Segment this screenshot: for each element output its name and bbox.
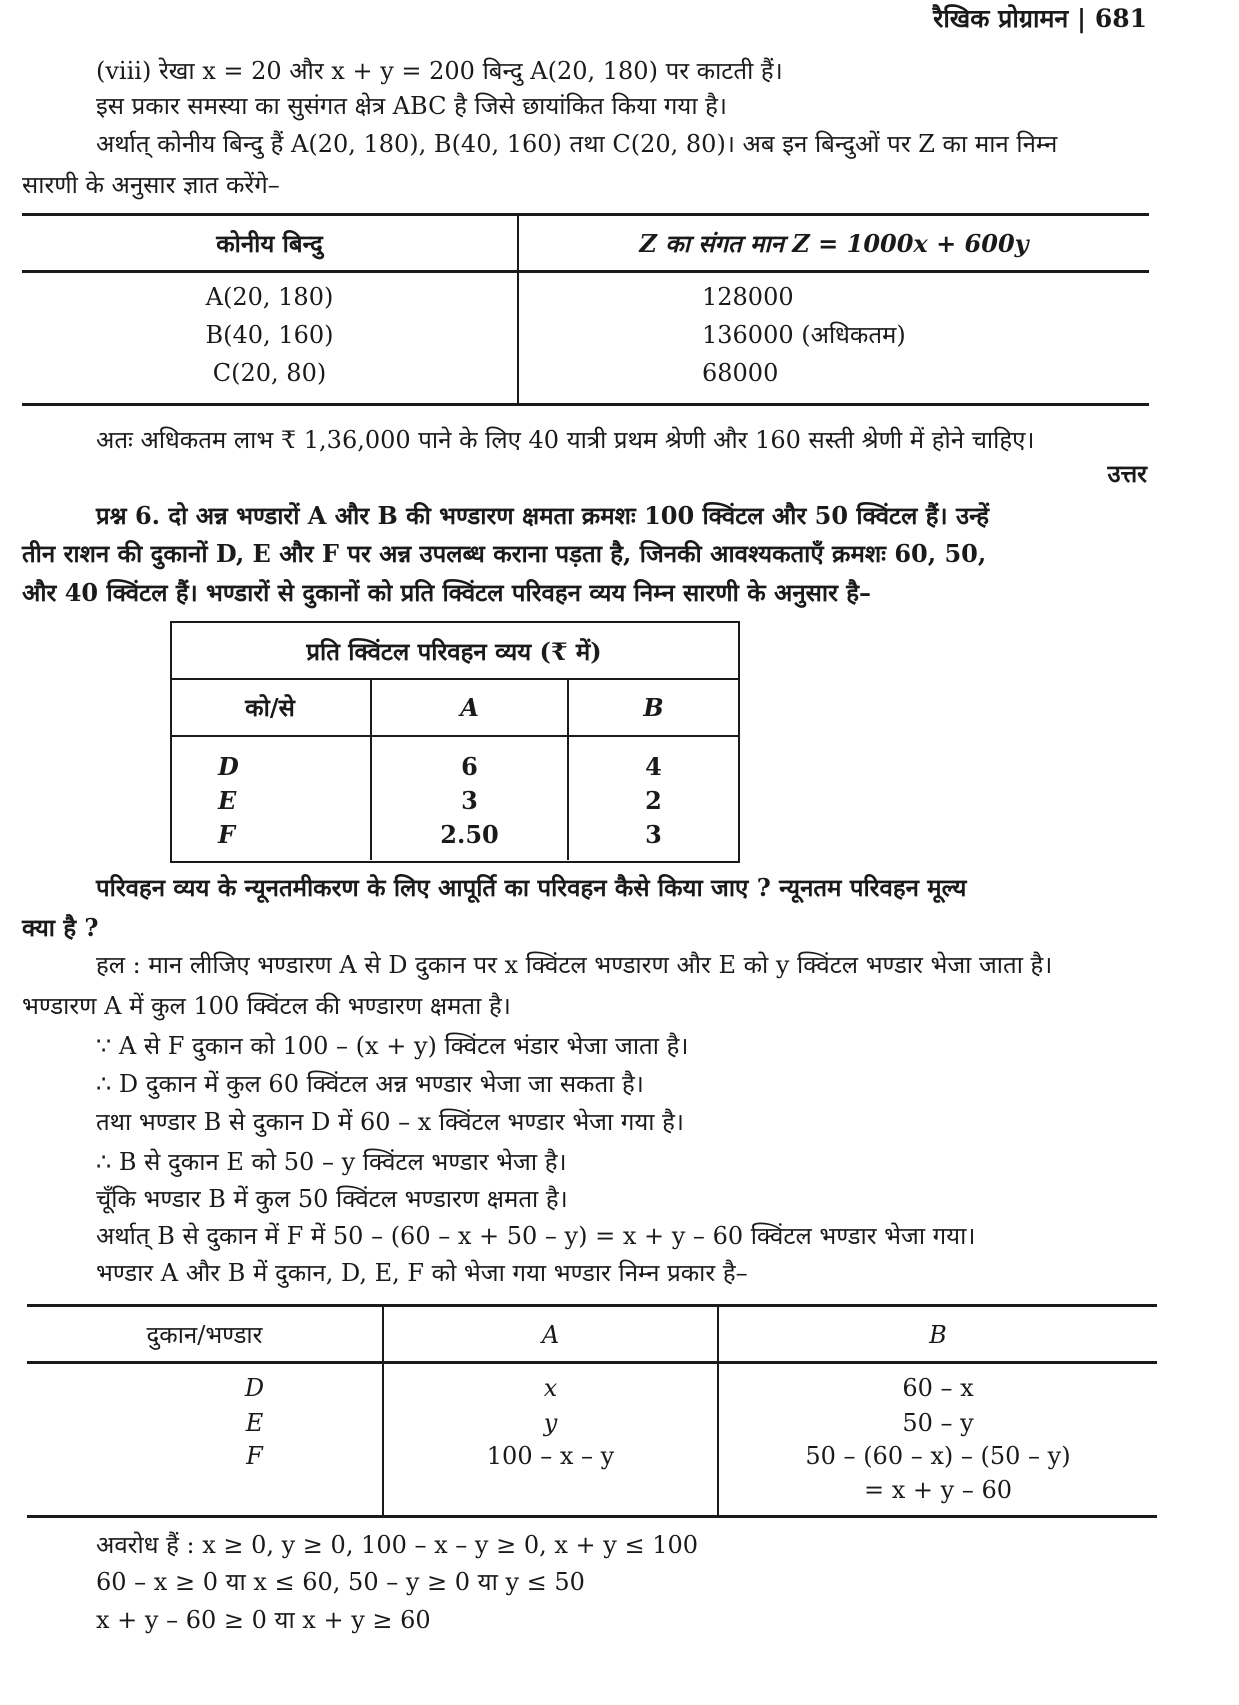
- solution-line: ∴ D दुकान में कुल 60 क्विंटल अन्न भण्डार…: [96, 1070, 644, 1098]
- solution-line: तथा भण्डार B से दुकान D में 60 – x क्विं…: [96, 1108, 684, 1136]
- table-cell: 3: [461, 786, 478, 815]
- solution-line: हल : मान लीजिए भण्डारण A से D दुकान पर x…: [96, 951, 1053, 979]
- question-text: परिवहन व्यय के न्यूनतमीकरण के लिए आपूर्त…: [96, 873, 967, 902]
- table-header: Z का संगत मान Z = 1000x + 600y: [639, 229, 1029, 258]
- table-cell: 2.50: [440, 820, 499, 849]
- table-cell: 68000: [702, 359, 779, 387]
- table-cell: 50 – y: [902, 1409, 974, 1437]
- table-cell: y: [543, 1409, 558, 1437]
- conclusion-text: अतः अधिकतम लाभ ₹ 1,36,000 पाने के लिए 40…: [96, 426, 1035, 454]
- table-cell: C(20, 80): [212, 359, 327, 387]
- solution-line: ∵ A से F दुकान को 100 – (x + y) क्विंटल …: [96, 1032, 689, 1060]
- table-cell: 50 – (60 – x) – (50 – y): [805, 1442, 1071, 1470]
- question-text: प्रश्न 6. दो अन्न भण्डारों A और B की भण्…: [96, 501, 990, 530]
- text-line: इस प्रकार समस्या का सुसंगत क्षेत्र ABC ह…: [96, 92, 728, 120]
- table-cell: 136000 (अधिकतम): [702, 321, 906, 349]
- constraint-line: x + y – 60 ≥ 0 या x + y ≥ 60: [96, 1606, 431, 1634]
- text-line: सारणी के अनुसार ज्ञात करेंगे–: [22, 171, 280, 199]
- table-cell: F: [246, 1442, 263, 1470]
- table-cell: B(40, 160): [205, 321, 334, 349]
- header-separator: |: [1076, 4, 1087, 33]
- table-header: कोनीय बिन्दु: [216, 229, 323, 258]
- table-cell: 4: [645, 752, 662, 781]
- table-title: प्रति क्विंटल परिवहन व्यय (₹ में): [306, 637, 602, 666]
- table-cell: = x + y – 60: [864, 1476, 1012, 1504]
- answer-label: उत्तर: [1107, 459, 1147, 488]
- table-cell: 128000: [702, 283, 794, 311]
- table-header: B: [929, 1321, 947, 1349]
- table-cell: F: [218, 820, 236, 849]
- table-cell: 60 – x: [902, 1374, 974, 1402]
- constraint-line: अवरोध हैं : x ≥ 0, y ≥ 0, 100 – x – y ≥ …: [96, 1531, 699, 1559]
- question-text: क्या है ?: [22, 913, 99, 942]
- table-cell: D: [244, 1374, 265, 1402]
- table-header: दुकान/भण्डार: [146, 1321, 263, 1349]
- solution-line: भण्डार A और B में दुकान, D, E, F को भेजा…: [96, 1259, 748, 1287]
- solution-line: भण्डारण A में कुल 100 क्विंटल की भण्डारण…: [22, 992, 511, 1020]
- solution-line: चूँकि भण्डार B में कुल 50 क्विंटल भण्डार…: [96, 1185, 568, 1213]
- table-cell: 6: [461, 752, 478, 781]
- table-header: A: [541, 1321, 560, 1349]
- text-line: अर्थात् कोनीय बिन्दु हैं A(20, 180), B(4…: [96, 130, 1058, 158]
- table-cell: E: [245, 1409, 264, 1437]
- table-header: को/से: [245, 693, 295, 722]
- table-cell: 3: [645, 820, 662, 849]
- table-cell: D: [218, 752, 239, 781]
- table-cell: 2: [645, 786, 662, 815]
- table-cell: 100 – x – y: [486, 1442, 615, 1470]
- solution-line: अर्थात् B से दुकान में F में 50 – (60 – …: [96, 1222, 976, 1250]
- question-text: तीन राशन की दुकानों D, E और F पर अन्न उप…: [22, 539, 987, 568]
- running-header: रैखिक प्रोग्रामन | 681: [933, 4, 1147, 34]
- chapter-title: रैखिक प्रोग्रामन: [933, 4, 1069, 33]
- page-number: 681: [1094, 4, 1147, 33]
- table-header: A: [460, 693, 479, 722]
- solution-line: ∴ B से दुकान E को 50 – y क्विंटल भण्डार …: [96, 1148, 567, 1176]
- text-line: (viii) रेखा x = 20 और x + y = 200 बिन्दु…: [96, 57, 783, 85]
- constraint-line: 60 – x ≥ 0 या x ≤ 60, 50 – y ≥ 0 या y ≤ …: [96, 1568, 585, 1596]
- table-header: B: [643, 693, 664, 722]
- table-cell: A(20, 180): [205, 283, 334, 311]
- question-text: और 40 क्विंटल हैं। भण्डारों से दुकानों क…: [22, 578, 871, 607]
- table-cell: E: [218, 786, 237, 815]
- table-cell: x: [543, 1374, 558, 1402]
